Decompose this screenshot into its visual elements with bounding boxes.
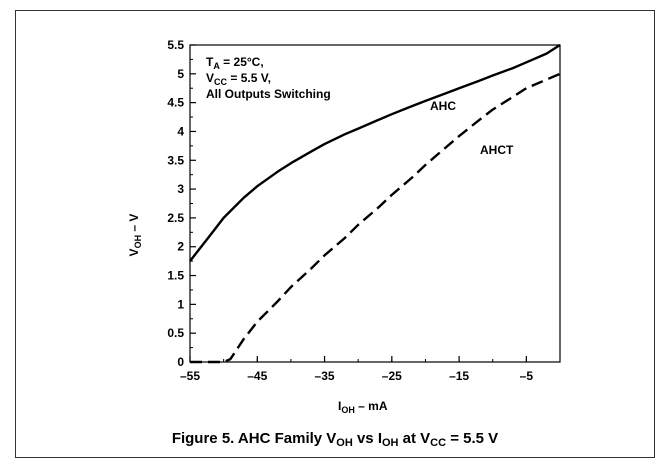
y-axis-label-main: V: [127, 248, 141, 256]
annotation-ta-letter: T: [206, 55, 214, 69]
x-axis-label-sub: OH: [341, 405, 355, 415]
x-axis-label: IOH – mA: [338, 399, 388, 415]
y-tick-label: 2.5: [167, 211, 184, 225]
plot-area: 0 0.5 1 1.5 2 2.5 3 3.5 4 4.5 5 5.5 –55 –45 –35 –25 –15 –…: [167, 38, 561, 383]
annotation-vcc: VCC = 5.5 V,: [206, 71, 271, 87]
annotation-ta-sub: A: [213, 61, 220, 71]
caption-prefix: Figure 5. AHC Family V: [171, 430, 337, 447]
x-tick-label: –15: [449, 369, 469, 383]
annotation-vcc-letter: V: [206, 71, 214, 85]
caption-sub-3: CC: [430, 437, 447, 449]
annotation-outputs: All Outputs Switching: [206, 87, 331, 101]
x-tick-label: –35: [315, 369, 335, 383]
annotation-ta-rest: = 25°C,: [220, 55, 264, 69]
y-tick-label: 1.5: [167, 269, 184, 283]
y-tick-label: 0: [177, 355, 184, 369]
annotation-vcc-sub: CC: [214, 77, 227, 87]
y-axis-label: VOH – V: [127, 214, 143, 257]
y-tick-label: 2: [177, 240, 184, 254]
series-line-ahct: [190, 72, 561, 364]
figure-caption: Figure 5. AHC Family VOH vs IOH at VCC =…: [0, 430, 670, 449]
caption-sub-1: OH: [336, 437, 353, 449]
annotation-ta: TA = 25°C,: [206, 55, 264, 71]
caption-mid-1: vs I: [352, 430, 382, 447]
caption-sub-2: OH: [381, 437, 399, 449]
y-tick-label: 0.5: [167, 326, 184, 340]
x-axis-label-main: I: [338, 399, 341, 413]
annotation-vcc-rest: = 5.5 V,: [227, 71, 271, 85]
y-tick-label: 4: [177, 124, 184, 138]
x-tick-label: –45: [247, 369, 267, 383]
y-tick-label: 4.5: [167, 96, 184, 110]
series-label-ahct: AHCT: [480, 143, 514, 157]
caption-suffix: = 5.5 V: [446, 430, 499, 447]
y-axis-label-sub: OH: [133, 235, 143, 249]
x-axis-label-unit: – mA: [355, 399, 388, 413]
y-tick-label: 5.5: [167, 38, 184, 52]
chart: 0 0.5 1 1.5 2 2.5 3 3.5 4 4.5 5 5.5 –55 –45 –35 –25 –15 –…: [127, 38, 561, 415]
x-tick-label: –25: [382, 369, 402, 383]
caption-mid-2: at V: [398, 430, 431, 447]
x-tick-label: –55: [180, 369, 200, 383]
series-label-ahc: AHC: [430, 99, 456, 113]
y-tick-label: 3: [177, 182, 184, 196]
x-tick-label: –5: [520, 369, 534, 383]
y-tick-label: 3.5: [167, 153, 184, 167]
y-axis-label-unit: – V: [127, 214, 141, 235]
series-line-ahc: [189, 43, 561, 262]
y-tick-label: 1: [177, 297, 184, 311]
figure-frame: [15, 10, 655, 458]
y-tick-label: 5: [177, 67, 184, 81]
